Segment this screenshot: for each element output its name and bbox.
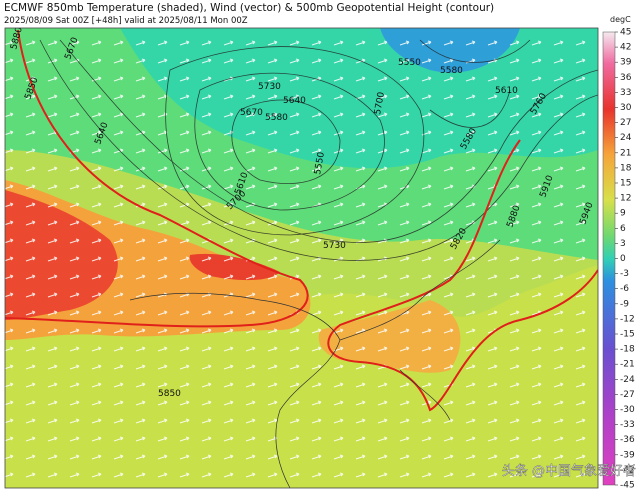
colorbar-tick-label: 15 — [620, 179, 631, 189]
colorbar-tick-label: 33 — [620, 88, 631, 98]
contour-label: 5730 — [323, 241, 346, 251]
colorbar-tick-label: 42 — [620, 43, 631, 53]
contour-label: 5850 — [158, 389, 181, 399]
contour-label: 5670 — [240, 108, 263, 118]
colorbar-tick-label: -3 — [620, 269, 629, 279]
contour-label: 5700 — [373, 91, 387, 116]
colorbar-unit: degC — [610, 15, 631, 24]
colorbar-tick-label: 39 — [620, 58, 632, 68]
contour-label: 5550 — [398, 58, 421, 68]
colorbar-tick-label: -12 — [620, 314, 635, 324]
colorbar-tick-label: -15 — [620, 330, 635, 340]
colorbar-tick-label: -42 — [620, 465, 635, 475]
colorbar-tick-label: -18 — [620, 345, 635, 355]
contour-label: 5730 — [258, 82, 281, 92]
colorbar-tick-label: 45 — [620, 28, 631, 38]
colorbar-tick-label: 27 — [620, 118, 631, 128]
colorbar-tick-label: -6 — [620, 284, 629, 294]
colorbar-tick-label: 3 — [620, 239, 626, 249]
colorbar-tick-label: 21 — [620, 148, 631, 158]
contour-label: 5550 — [313, 151, 327, 176]
colorbar-tick-label: -33 — [620, 420, 635, 430]
map: 5880 5850 5670 5730 5640 5580 5550 5580 … — [5, 28, 598, 488]
map-frame — [4, 27, 599, 489]
colorbar-tick-label: -21 — [620, 360, 635, 370]
colorbar-tick-label: 0 — [620, 254, 626, 264]
colorbar-tick-label: -24 — [620, 375, 635, 385]
colorbar-tick-label: -39 — [620, 450, 635, 460]
title: ECMWF 850mb Temperature (shaded), Wind (… — [4, 2, 494, 14]
colorbar-tick-label: -45 — [620, 481, 635, 491]
contour-label: 5640 — [283, 96, 306, 106]
watermark: 头条 @中国气象爱好者 — [502, 463, 636, 479]
colorbar-tick-label: -9 — [620, 299, 629, 309]
colorbar-tick-label: 24 — [620, 133, 632, 143]
colorbar — [602, 31, 616, 486]
colorbar-tick-label: 9 — [620, 209, 626, 219]
colorbar-tick-label: 12 — [620, 194, 631, 204]
colorbar-tick-label: 30 — [620, 103, 632, 113]
colorbar-ticks: 4542393633302724211815129630-3-6-9-12-15… — [615, 28, 635, 491]
contour-label: 5610 — [495, 86, 518, 96]
colorbar-tick-label: -36 — [620, 435, 635, 445]
colorbar-tick-label: -30 — [620, 405, 635, 415]
contour-label: 5580 — [440, 66, 463, 76]
colorbar-tick-label: 6 — [620, 224, 626, 234]
contour-label: 5580 — [265, 113, 288, 123]
colorbar-tick-label: 36 — [620, 73, 632, 83]
colorbar-tick-label: -27 — [620, 390, 635, 400]
subtitle: 2025/08/09 Sat 00Z [+48h] valid at 2025/… — [4, 16, 248, 26]
colorbar-tick-label: 18 — [620, 163, 632, 173]
